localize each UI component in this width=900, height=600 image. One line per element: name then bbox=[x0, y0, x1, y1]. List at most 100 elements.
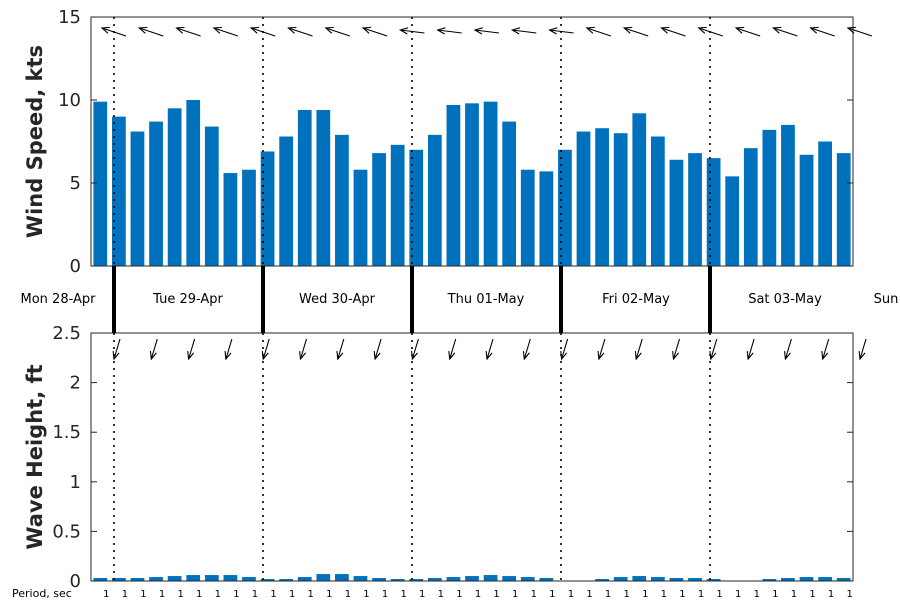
arrow-head bbox=[336, 350, 344, 361]
period-title: Period, sec bbox=[12, 587, 72, 600]
bar bbox=[818, 141, 832, 266]
period-value: 1 bbox=[549, 589, 555, 600]
bar bbox=[260, 579, 275, 581]
wind-arrow-icon bbox=[622, 26, 649, 37]
day-label: Tue 29-Apr bbox=[152, 292, 223, 307]
arrow-shaft bbox=[337, 338, 345, 360]
arrow-head bbox=[846, 26, 857, 34]
bar bbox=[650, 577, 665, 581]
bar bbox=[502, 121, 517, 266]
y-tick-label: 15 bbox=[58, 7, 81, 28]
period-value: 1 bbox=[475, 589, 481, 600]
wind-arrow-icon bbox=[585, 26, 612, 37]
y-tick-label: 1 bbox=[70, 472, 81, 493]
arrow-shaft bbox=[710, 338, 718, 360]
arrow-head bbox=[560, 350, 568, 361]
wind-arrow-icon bbox=[287, 26, 313, 37]
period-value: 1 bbox=[103, 589, 109, 600]
wave-arrow-icon bbox=[560, 338, 569, 361]
bar bbox=[316, 109, 331, 267]
bar bbox=[706, 579, 721, 581]
wind-arrow-icon bbox=[660, 26, 686, 37]
bar bbox=[669, 159, 684, 266]
period-value: 1 bbox=[215, 589, 221, 600]
bar bbox=[93, 101, 108, 266]
arrow-head bbox=[672, 350, 680, 361]
bar bbox=[762, 129, 777, 266]
bar bbox=[93, 578, 108, 581]
bar bbox=[483, 575, 498, 581]
arrow-head bbox=[485, 350, 493, 361]
bar bbox=[409, 149, 424, 266]
wave-arrow-icon bbox=[858, 338, 867, 361]
period-value: 1 bbox=[735, 589, 741, 600]
bar bbox=[130, 131, 145, 266]
period-value: 1 bbox=[754, 589, 760, 600]
period-value: 1 bbox=[308, 589, 314, 600]
bar bbox=[130, 578, 145, 581]
arrow-shaft bbox=[176, 27, 201, 37]
bar bbox=[353, 576, 368, 581]
bar bbox=[836, 153, 851, 266]
arrow-head bbox=[112, 350, 120, 361]
bar bbox=[427, 134, 442, 266]
arrow-shaft bbox=[512, 29, 537, 34]
bar bbox=[539, 171, 554, 266]
bar bbox=[781, 124, 795, 267]
arrow-head bbox=[324, 26, 334, 34]
period-value: 1 bbox=[586, 589, 592, 600]
wind-arrow-icon bbox=[734, 26, 761, 37]
arrow-head bbox=[187, 350, 195, 361]
arrow-shaft bbox=[188, 338, 196, 360]
arrow-shaft bbox=[437, 29, 462, 34]
arrow-shaft bbox=[586, 27, 612, 37]
bar bbox=[353, 169, 368, 266]
bar bbox=[799, 577, 814, 581]
period-value: 1 bbox=[233, 589, 239, 600]
bar bbox=[446, 104, 461, 266]
wave-direction-arrows bbox=[112, 338, 867, 361]
wave-arrow-icon bbox=[821, 338, 830, 361]
arrow-head bbox=[100, 26, 111, 34]
bar bbox=[372, 153, 386, 266]
arrow-shaft bbox=[150, 338, 158, 360]
wind-arrow-icon bbox=[846, 26, 873, 37]
bar bbox=[576, 131, 591, 266]
bar bbox=[539, 578, 554, 581]
y-axis-label: Wind Speed, kts bbox=[23, 45, 47, 238]
bar bbox=[390, 579, 405, 581]
y-tick-label: 1.5 bbox=[52, 422, 81, 443]
arrow-shaft bbox=[847, 27, 873, 37]
arrow-head bbox=[809, 26, 819, 34]
bar bbox=[204, 575, 219, 581]
wave-arrow-icon bbox=[746, 338, 755, 361]
wave-arrow-icon bbox=[448, 338, 457, 361]
arrow-shaft bbox=[561, 338, 569, 360]
arrow-head bbox=[622, 26, 633, 34]
day-label: Thu 01-May bbox=[447, 292, 525, 307]
period-value: 1 bbox=[772, 589, 778, 600]
period-value: 1 bbox=[270, 589, 276, 600]
period-value: 1 bbox=[828, 589, 834, 600]
arrow-head bbox=[249, 26, 260, 34]
arrow-head bbox=[821, 350, 829, 361]
bar bbox=[465, 576, 479, 581]
period-value: 1 bbox=[716, 589, 722, 600]
wave-arrow-icon bbox=[783, 338, 792, 361]
period-row: Period, sec 1 1 1 1 1 1 1 1 1 1 1 1 1 1 1 1 1 1 1 1 1 1 1 1 1 1 1 1 1… bbox=[12, 587, 853, 600]
arrow-head bbox=[299, 350, 307, 361]
wave-arrow-icon bbox=[373, 338, 382, 361]
bar bbox=[743, 148, 758, 266]
arrow-shaft bbox=[698, 27, 723, 37]
arrow-shaft bbox=[549, 29, 574, 34]
arrow-shaft bbox=[822, 338, 830, 360]
arrow-head bbox=[858, 350, 866, 361]
bar bbox=[186, 575, 201, 581]
bar bbox=[688, 153, 702, 266]
wave-arrow-icon bbox=[336, 338, 345, 361]
period-value: 1 bbox=[363, 589, 369, 600]
bar bbox=[335, 134, 349, 266]
wind-arrow-icon bbox=[510, 27, 537, 35]
